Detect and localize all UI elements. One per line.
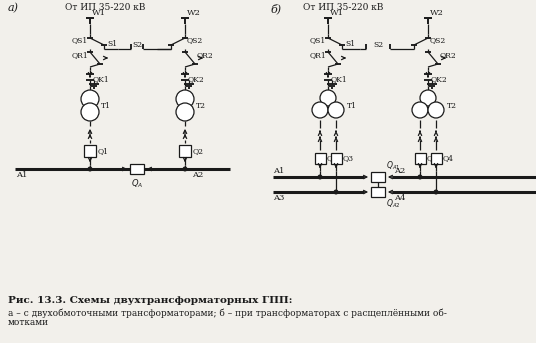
Text: A1: A1 bbox=[16, 171, 27, 179]
Text: A2: A2 bbox=[394, 167, 405, 175]
Bar bbox=[84, 145, 96, 157]
Text: $Q_{A1}$: $Q_{A1}$ bbox=[386, 159, 400, 172]
Bar bbox=[179, 145, 191, 157]
Text: Рис. 13.3. Схемы двухтрансформаторных ГПП:: Рис. 13.3. Схемы двухтрансформаторных ГП… bbox=[8, 296, 293, 305]
Text: $Q_{A2}$: $Q_{A2}$ bbox=[386, 197, 400, 210]
Circle shape bbox=[88, 167, 92, 171]
Text: T1: T1 bbox=[347, 102, 357, 110]
Text: T2: T2 bbox=[447, 102, 457, 110]
Text: W1: W1 bbox=[330, 9, 344, 17]
Text: QK1: QK1 bbox=[331, 75, 348, 83]
Bar bbox=[430, 153, 442, 164]
Circle shape bbox=[318, 175, 322, 179]
Bar bbox=[331, 153, 341, 164]
Text: Q4: Q4 bbox=[443, 154, 454, 162]
Text: T1: T1 bbox=[101, 102, 111, 109]
Text: Q2: Q2 bbox=[193, 147, 204, 155]
Circle shape bbox=[183, 167, 187, 171]
Text: S1: S1 bbox=[345, 40, 355, 48]
Text: Q3: Q3 bbox=[343, 154, 354, 162]
Text: $Q_A$: $Q_A$ bbox=[131, 177, 143, 189]
Text: S2: S2 bbox=[373, 41, 383, 49]
Text: QS1: QS1 bbox=[310, 36, 326, 44]
Text: а – с двухобмоточными трансформаторами; б – при трансформаторах с расщеплёнными : а – с двухобмоточными трансформаторами; … bbox=[8, 308, 447, 318]
Text: QR1: QR1 bbox=[71, 51, 88, 59]
Text: а): а) bbox=[8, 3, 19, 13]
Circle shape bbox=[428, 102, 444, 118]
Text: A1: A1 bbox=[273, 167, 285, 175]
Text: QR1: QR1 bbox=[309, 51, 326, 59]
Text: T2: T2 bbox=[196, 102, 206, 109]
Circle shape bbox=[81, 103, 99, 121]
Text: A2: A2 bbox=[192, 171, 203, 179]
Text: A3: A3 bbox=[273, 194, 285, 202]
Text: W2: W2 bbox=[430, 9, 444, 17]
Circle shape bbox=[176, 90, 194, 108]
Circle shape bbox=[412, 102, 428, 118]
Circle shape bbox=[434, 190, 438, 194]
Circle shape bbox=[176, 103, 194, 121]
Text: S1: S1 bbox=[107, 40, 117, 48]
Text: Q1: Q1 bbox=[327, 154, 338, 162]
Circle shape bbox=[320, 90, 336, 106]
Text: W1: W1 bbox=[92, 9, 106, 17]
Text: мотками: мотками bbox=[8, 318, 49, 327]
Text: QK1: QK1 bbox=[93, 75, 110, 83]
Text: Q1: Q1 bbox=[98, 147, 109, 155]
Text: W2: W2 bbox=[187, 9, 201, 17]
Bar bbox=[130, 164, 144, 174]
Text: QR2: QR2 bbox=[197, 51, 214, 59]
Bar bbox=[371, 172, 385, 182]
Circle shape bbox=[420, 90, 436, 106]
Text: Q2: Q2 bbox=[427, 154, 438, 162]
Bar bbox=[315, 153, 325, 164]
Circle shape bbox=[418, 175, 422, 179]
Text: A4: A4 bbox=[394, 194, 406, 202]
Text: S2: S2 bbox=[132, 41, 142, 49]
Circle shape bbox=[334, 190, 338, 194]
Text: QS2: QS2 bbox=[187, 36, 203, 44]
Text: QK2: QK2 bbox=[431, 75, 448, 83]
Circle shape bbox=[328, 102, 344, 118]
Text: б): б) bbox=[270, 3, 281, 14]
Text: QK2: QK2 bbox=[188, 75, 205, 83]
Circle shape bbox=[81, 90, 99, 108]
Circle shape bbox=[312, 102, 328, 118]
Text: QS1: QS1 bbox=[72, 36, 88, 44]
Text: QS2: QS2 bbox=[430, 36, 446, 44]
Text: От ИП 35-220 кВ: От ИП 35-220 кВ bbox=[303, 3, 383, 12]
Text: От ИП 35-220 кВ: От ИП 35-220 кВ bbox=[65, 3, 145, 12]
Bar bbox=[414, 153, 426, 164]
Bar bbox=[371, 187, 385, 197]
Text: QR2: QR2 bbox=[440, 51, 457, 59]
